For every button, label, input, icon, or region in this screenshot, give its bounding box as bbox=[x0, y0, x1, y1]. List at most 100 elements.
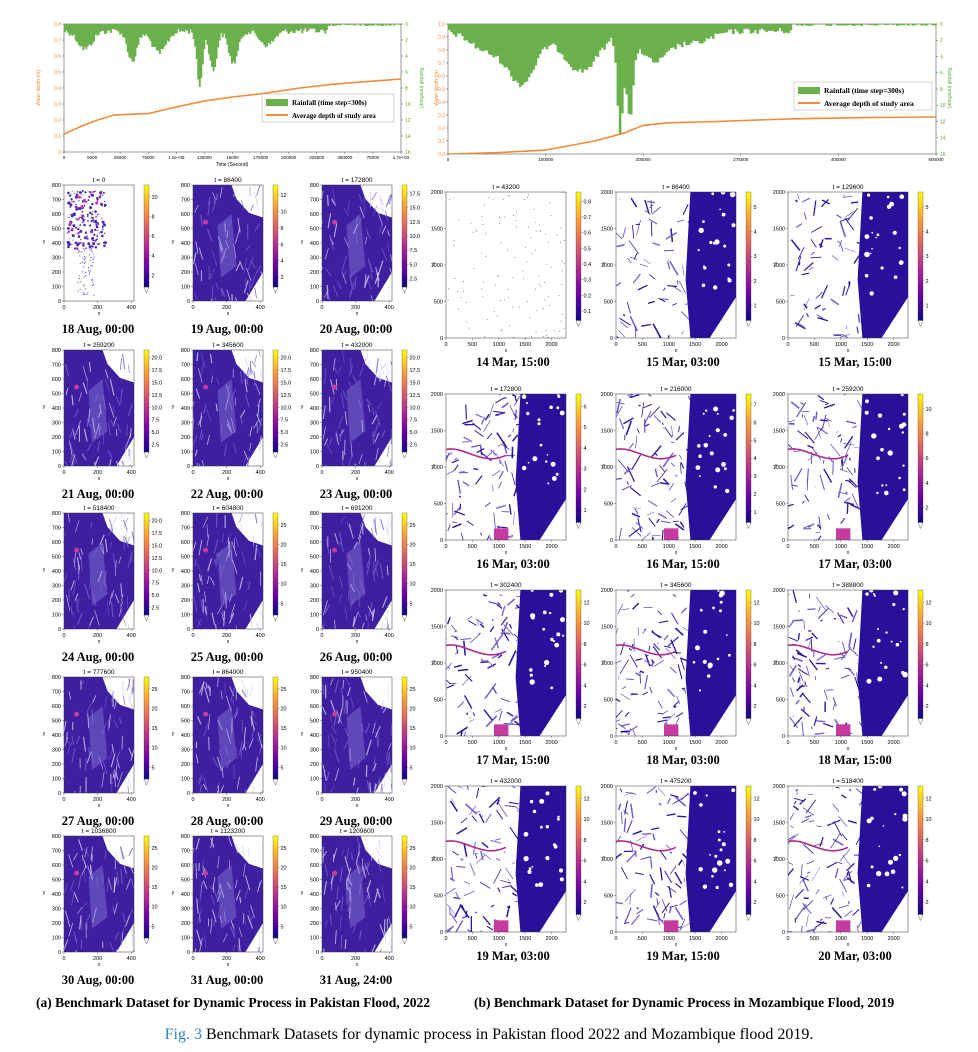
r-ytick: 1.0 bbox=[438, 22, 445, 28]
right-map-ytick: 1000 bbox=[601, 263, 613, 269]
left-panel-date: 29 Aug, 00:00 bbox=[319, 814, 393, 828]
left-map-panel: t = 518400 800 700 600 500 400 300 200 100 0 0 200 4… bbox=[34, 503, 162, 665]
left-legend-rainfall: Rainfall (time step=300s) bbox=[292, 99, 367, 107]
right-colorbar-tick: 4 bbox=[754, 683, 757, 689]
left-map-xlabel: x bbox=[356, 476, 359, 482]
l-xtick: 200000 bbox=[281, 155, 297, 160]
left-map-ytick: 400 bbox=[310, 733, 319, 739]
left-map-ytick: 200 bbox=[52, 598, 61, 604]
left-map-ytick: 200 bbox=[181, 270, 190, 276]
left-map-ytick: 200 bbox=[181, 598, 190, 604]
right-colorbar-tick: 6 bbox=[584, 859, 587, 865]
left-colorbar-tick: 5.0 bbox=[410, 430, 418, 436]
right-map-ytick: 1500 bbox=[773, 821, 785, 827]
left-map-ytick: 0 bbox=[316, 950, 319, 956]
left-map-ytick: 200 bbox=[310, 435, 319, 441]
right-map-panel: t = 129600 2000 1500 1000 500 0 0 500 1000 1500 20… bbox=[770, 180, 940, 370]
left-map-ytick: 700 bbox=[52, 690, 61, 696]
r-rtick: 0 bbox=[940, 22, 943, 28]
left-map-ytick: 700 bbox=[181, 849, 190, 855]
left-colorbar-tick: 15 bbox=[281, 885, 287, 891]
right-panel-time: t = 388800 bbox=[833, 582, 864, 589]
right-map-ytick: 1000 bbox=[601, 857, 613, 863]
left-colorbar: 25 20 15 10 5 bbox=[401, 676, 416, 786]
right-colorbar-tick: 8 bbox=[926, 838, 929, 844]
left-colorbar-tick: 25 bbox=[410, 687, 416, 693]
r-ytick: 0.1 bbox=[438, 139, 445, 145]
left-map-xtick: 0 bbox=[191, 956, 194, 962]
left-colorbar-tick: 25 bbox=[281, 523, 287, 529]
r-xtick: 0 bbox=[447, 157, 450, 162]
right-map-ytick: 0 bbox=[610, 930, 613, 936]
right-panel-time: t = 259200 bbox=[833, 386, 864, 393]
left-colorbar-tick: 20 bbox=[281, 542, 287, 548]
right-map-xtick: 1500 bbox=[689, 342, 701, 348]
left-colorbar-tick: 10 bbox=[410, 582, 416, 588]
left-map-ytick: 100 bbox=[52, 613, 61, 619]
right-panel-date: 17 Mar, 15:00 bbox=[476, 753, 550, 767]
left-colorbar-tick: 20 bbox=[152, 865, 158, 871]
right-colorbar-tick: 10 bbox=[926, 817, 932, 823]
left-map-ytick: 700 bbox=[181, 690, 190, 696]
left-colorbar-tick: 5 bbox=[410, 601, 413, 607]
left-map-ylabel: y bbox=[301, 239, 304, 245]
right-map-xlabel: x bbox=[847, 550, 850, 556]
left-map-ytick: 200 bbox=[310, 921, 319, 927]
r-rtick: 14 bbox=[940, 136, 946, 142]
right-map-ytick: 1500 bbox=[773, 429, 785, 435]
right-map-xtick: 0 bbox=[786, 740, 789, 746]
right-map-xtick: 500 bbox=[638, 740, 647, 746]
left-colorbar: 25 20 15 10 5 bbox=[272, 512, 287, 622]
left-panel-date: 22 Aug, 00:00 bbox=[190, 487, 264, 501]
l-ytick: 0.6 bbox=[54, 54, 61, 60]
left-map-ytick: 300 bbox=[52, 907, 61, 913]
right-map-ytick: 1500 bbox=[431, 625, 443, 631]
right-colorbar-tick: 4 bbox=[584, 879, 587, 885]
right-map-xtick: 1000 bbox=[493, 342, 505, 348]
l-xtick: 5000 bbox=[87, 155, 98, 160]
left-map-image bbox=[63, 184, 135, 302]
left-colorbar-tick: 15.0 bbox=[152, 543, 163, 549]
right-colorbar-tick: 5 bbox=[926, 205, 929, 211]
right-panel-date: 15 Mar, 03:00 bbox=[646, 355, 720, 369]
right-map-xtick: 500 bbox=[810, 740, 819, 746]
right-colorbar-tick: 8 bbox=[584, 838, 587, 844]
left-colorbar-tick: 10 bbox=[152, 905, 158, 911]
right-colorbar-tick: 2 bbox=[926, 279, 929, 285]
left-subcaption: (a) Benchmark Dataset for Dynamic Proces… bbox=[36, 995, 430, 1010]
left-map-ytick: 600 bbox=[310, 704, 319, 710]
left-map-ytick: 600 bbox=[181, 704, 190, 710]
left-map-ytick: 200 bbox=[181, 435, 190, 441]
right-map-ytick: 500 bbox=[604, 894, 613, 900]
right-colorbar: 10 8 6 4 2 bbox=[917, 393, 932, 529]
left-map-image bbox=[321, 676, 393, 794]
left-colorbar-tick: 15.0 bbox=[281, 380, 292, 386]
right-map-ytick: 1000 bbox=[773, 465, 785, 471]
right-colorbar: 12 10 8 6 4 2 bbox=[917, 589, 932, 725]
left-map-xtick: 0 bbox=[320, 633, 323, 639]
left-map-panel: t = 0 800 700 600 500 400 300 200 100 0 0 200 400 x y 1… bbox=[34, 175, 162, 337]
left-colorbar-tick: 15 bbox=[152, 885, 158, 891]
left-map-ylabel: y bbox=[301, 567, 304, 573]
left-map-ytick: 400 bbox=[181, 733, 190, 739]
right-map-xtick: 2000 bbox=[715, 740, 727, 746]
right-map-xtick: 1500 bbox=[861, 342, 873, 348]
right-colorbar-tick: 2 bbox=[584, 704, 587, 710]
left-colorbar-tick: 5 bbox=[410, 765, 413, 771]
left-map-ytick: 300 bbox=[310, 748, 319, 754]
right-colorbar-tick: 12 bbox=[754, 796, 760, 802]
right-map-xtick: 500 bbox=[638, 544, 647, 550]
left-map-ytick: 300 bbox=[181, 907, 190, 913]
l-xtick: 25000 bbox=[114, 155, 127, 160]
figure-label: Fig. 3 bbox=[164, 1026, 202, 1043]
left-map-ytick: 800 bbox=[181, 675, 190, 681]
right-map-xtick: 2000 bbox=[887, 740, 899, 746]
right-map-xtick: 500 bbox=[468, 544, 477, 550]
right-map-ytick: 2000 bbox=[431, 588, 443, 594]
right-map-ytick: 0 bbox=[782, 336, 785, 342]
right-map-image bbox=[787, 191, 909, 339]
left-map-panel: t = 1123200 800 700 600 500 400 300 200 100 0 0 200… bbox=[163, 826, 291, 988]
r-xtick: 100000 bbox=[538, 157, 554, 162]
left-top-chart-legend: Rainfall (time step=300s) Average depth … bbox=[261, 93, 395, 123]
left-map-xtick: 0 bbox=[191, 470, 194, 476]
